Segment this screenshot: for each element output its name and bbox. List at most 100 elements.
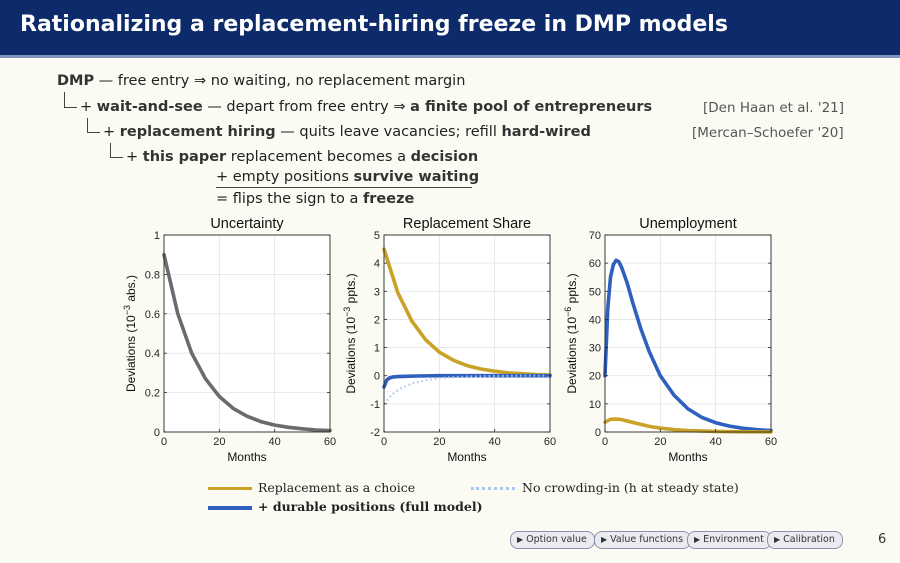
plot-frame	[604, 234, 772, 433]
x-tick-label: 0	[381, 436, 387, 448]
plot-frame	[383, 234, 551, 433]
y-axis-label: Deviations (10−3 ppts.)	[342, 273, 358, 393]
y-tick-label: 0	[595, 427, 601, 439]
tree-connector-3	[110, 143, 123, 158]
series-line	[382, 247, 552, 377]
y-axis-label: Deviations (10−3 abs.)	[122, 275, 138, 392]
plot-frame	[163, 234, 331, 433]
plot-area	[164, 235, 330, 432]
this-paper-label: this paper	[142, 149, 227, 165]
slide-title: Rationalizing a replacement-hiring freez…	[20, 12, 728, 37]
x-tick-label: 40	[489, 436, 501, 448]
this-paper-key: decision	[410, 149, 479, 165]
chart-title: Replacement Share	[403, 216, 531, 232]
y-axis-label: Deviations (10−6 ppts.)	[563, 273, 579, 393]
dmp-desc: — free entry ⇒ no waiting, no replacemen…	[94, 73, 466, 89]
page-number: 6	[878, 532, 887, 547]
nav-environment-button[interactable]: ▶ Environment	[687, 531, 772, 549]
wait-and-see-desc: — depart from free entry ⇒	[202, 99, 411, 115]
y-tick-label: 1	[374, 343, 380, 355]
x-axis-label: Months	[227, 450, 266, 464]
x-tick-label: 20	[213, 436, 225, 448]
x-tick-label: 40	[710, 436, 722, 448]
chart-title: Unemployment	[639, 216, 737, 232]
nav-value-functions-button[interactable]: ▶ Value functions	[594, 531, 692, 549]
dmp-label: DMP	[57, 73, 95, 89]
x-axis-label: Months	[447, 450, 486, 464]
sum-rule	[216, 187, 472, 188]
legend-swatch-no-crowding	[471, 487, 515, 490]
y-tick-label: -2	[370, 427, 380, 439]
y-tick-label: 0.2	[145, 388, 160, 400]
tree-line-wait-and-see: + wait-and-see — depart from free entry …	[80, 99, 652, 115]
freeze-key: freeze	[362, 191, 415, 207]
legend-swatch-durable	[208, 506, 252, 510]
plot-area	[605, 235, 771, 432]
tree-line-this-paper: + this paper replacement becomes a decis…	[126, 149, 478, 165]
nav-label: Calibration	[783, 534, 835, 545]
tree-line-survive-waiting: + empty positions survive waiting	[216, 169, 479, 185]
y-tick-label: -1	[370, 399, 380, 411]
x-tick-label: 0	[161, 436, 167, 448]
series-line	[603, 258, 773, 433]
citation-den-haan: [Den Haan et al. '21]	[703, 100, 845, 116]
wait-and-see-label: wait-and-see	[96, 99, 203, 115]
x-tick-label: 20	[654, 436, 666, 448]
citation-mercan-schoefer: [Mercan–Schoefer '20]	[692, 125, 844, 141]
y-tick-label: 10	[589, 399, 601, 411]
y-tick-label: 20	[589, 371, 601, 383]
y-tick-label: 0	[154, 427, 160, 439]
x-tick-label: 60	[544, 436, 556, 448]
legend-swatch-choice	[208, 487, 252, 490]
y-tick-label: 0.6	[145, 309, 160, 321]
y-tick-label: 0.8	[145, 269, 160, 281]
nav-label: Value functions	[610, 534, 684, 545]
y-tick-label: 0.4	[145, 348, 160, 360]
survive-waiting-key: survive waiting	[353, 169, 480, 185]
legend-label-no-crowding: No crowding-in (h at steady state)	[522, 480, 739, 495]
survive-waiting-desc: + empty positions	[216, 169, 354, 185]
nav-label: Environment	[703, 534, 764, 545]
series-line	[162, 252, 332, 433]
y-tick-label: 2	[374, 314, 380, 326]
tree-connector-2	[87, 118, 100, 133]
nav-calibration-button[interactable]: ▶ Calibration	[767, 531, 843, 549]
y-tick-label: 5	[374, 230, 380, 242]
replacement-hiring-label: replacement hiring	[119, 124, 276, 140]
nav-option-value-button[interactable]: ▶ Option value	[510, 531, 595, 549]
this-paper-desc: replacement becomes a	[226, 149, 411, 165]
x-tick-label: 60	[765, 436, 777, 448]
legend-label-choice: Replacement as a choice	[258, 480, 416, 495]
tree-line-replacement-hiring: + replacement hiring — quits leave vacan…	[103, 124, 591, 140]
tree-line-dmp: DMP — free entry ⇒ no waiting, no replac…	[57, 73, 465, 89]
play-icon: ▶	[694, 535, 701, 544]
tree-connector-1	[64, 92, 77, 108]
play-icon: ▶	[774, 535, 781, 544]
plus-sign: +	[80, 99, 97, 115]
y-tick-label: 30	[589, 343, 601, 355]
y-tick-label: 1	[154, 230, 160, 242]
x-tick-label: 20	[433, 436, 445, 448]
header-rule	[0, 55, 900, 58]
play-icon: ▶	[517, 535, 524, 544]
replacement-hiring-key: hard-wired	[501, 124, 591, 140]
chart-title: Uncertainty	[210, 216, 284, 232]
play-icon: ▶	[601, 535, 608, 544]
x-tick-label: 60	[324, 436, 336, 448]
legend-label-durable: + durable positions (full model)	[258, 499, 483, 514]
y-tick-label: 4	[374, 258, 380, 270]
x-tick-label: 40	[269, 436, 281, 448]
charts-area: 00.20.40.60.810 20 40 60UncertaintyMonthsDe…	[122, 216, 777, 464]
y-tick-label: 50	[589, 286, 601, 298]
plus-sign: +	[126, 149, 143, 165]
x-axis-label: Months	[668, 450, 707, 464]
nav-label: Option value	[526, 534, 587, 545]
y-tick-label: 60	[589, 258, 601, 270]
plus-sign: +	[103, 124, 120, 140]
wait-and-see-key: a finite pool of entrepreneurs	[410, 99, 653, 115]
replacement-hiring-desc: — quits leave vacancies; refill	[275, 124, 502, 140]
y-tick-label: 40	[589, 314, 601, 326]
slide-header: Rationalizing a replacement-hiring freez…	[0, 0, 900, 58]
series-line	[383, 374, 550, 405]
y-tick-label: 3	[374, 286, 380, 298]
